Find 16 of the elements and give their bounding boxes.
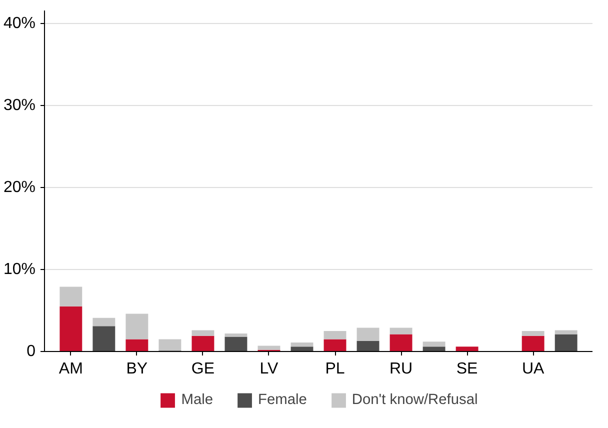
legend-label: Don't know/Refusal — [352, 392, 478, 408]
y-tick-label: 0 — [26, 343, 36, 360]
legend-label: Female — [258, 392, 307, 408]
x-tick-label: LV — [260, 360, 278, 378]
x-tick-label: RU — [389, 360, 413, 378]
x-tick-label: GE — [191, 360, 215, 378]
y-tick-label: 10% — [3, 261, 36, 278]
y-tick-label: 30% — [3, 97, 36, 114]
x-tick-label: BY — [126, 360, 148, 378]
x-tick-label: SE — [456, 360, 478, 378]
y-tick-label: 20% — [3, 179, 36, 196]
x-tick-label: AM — [58, 360, 83, 378]
x-tick-label: PL — [325, 360, 345, 378]
x-tick-label: UA — [522, 360, 545, 378]
legend-label: Male — [181, 392, 214, 408]
y-tick-label: 40% — [3, 15, 36, 32]
